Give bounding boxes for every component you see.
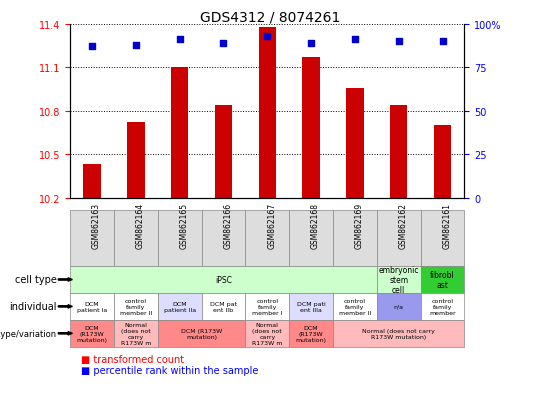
Text: embryonic
stem
cell: embryonic stem cell	[379, 265, 419, 294]
Bar	[434, 126, 451, 198]
Text: individual: individual	[9, 301, 57, 312]
Text: GDS4312 / 8074261: GDS4312 / 8074261	[200, 10, 340, 24]
Text: genotype/variation: genotype/variation	[0, 329, 57, 338]
Text: n/a: n/a	[394, 304, 404, 309]
Point	[350, 37, 359, 44]
Text: GSM862164: GSM862164	[136, 202, 145, 248]
Text: control
family
member II: control family member II	[339, 298, 371, 315]
Text: Normal
(does not
carry
R173W m: Normal (does not carry R173W m	[252, 322, 282, 345]
Point	[176, 37, 184, 44]
Text: control
family
member I: control family member I	[252, 298, 282, 315]
Text: ■ transformed count: ■ transformed count	[81, 354, 184, 364]
Bar	[302, 58, 320, 198]
Point	[307, 40, 315, 47]
Text: GSM862168: GSM862168	[311, 202, 320, 248]
Text: DCM
patient IIa: DCM patient IIa	[164, 301, 196, 312]
Bar	[259, 28, 276, 198]
Text: DCM (R173W
mutation): DCM (R173W mutation)	[181, 328, 222, 339]
Text: GSM862161: GSM862161	[442, 202, 451, 248]
Point	[132, 42, 140, 49]
Point	[438, 39, 447, 45]
Text: GSM862162: GSM862162	[399, 202, 408, 248]
Point	[263, 33, 272, 40]
Text: ■ percentile rank within the sample: ■ percentile rank within the sample	[81, 365, 258, 375]
Text: fibrobl
ast: fibrobl ast	[430, 270, 455, 290]
Point	[219, 40, 228, 47]
Bar	[83, 165, 101, 198]
Text: GSM862163: GSM862163	[92, 202, 101, 248]
Bar	[215, 106, 232, 198]
Text: GSM862169: GSM862169	[355, 202, 364, 248]
Text: GSM862167: GSM862167	[267, 202, 276, 248]
Bar	[390, 106, 408, 198]
Text: DCM pat
ent IIb: DCM pat ent IIb	[210, 301, 237, 312]
Text: DCM pati
ent IIIa: DCM pati ent IIIa	[296, 301, 326, 312]
Text: DCM
(R173W
mutation): DCM (R173W mutation)	[295, 325, 327, 342]
Text: control
family
member II: control family member II	[120, 298, 152, 315]
Bar	[171, 68, 188, 198]
Text: DCM
(R173W
mutation): DCM (R173W mutation)	[77, 325, 107, 342]
Text: Normal (does not carry
R173W mutation): Normal (does not carry R173W mutation)	[362, 328, 435, 339]
Text: control
family
member: control family member	[429, 298, 456, 315]
Text: DCM
patient Ia: DCM patient Ia	[77, 301, 107, 312]
Text: Normal
(does not
carry
R173W m: Normal (does not carry R173W m	[121, 322, 151, 345]
Point	[88, 44, 97, 51]
Bar	[346, 88, 363, 198]
Text: cell type: cell type	[15, 275, 57, 285]
Text: GSM862166: GSM862166	[224, 202, 233, 248]
Text: GSM862165: GSM862165	[180, 202, 188, 248]
Point	[394, 39, 403, 45]
Text: iPSC: iPSC	[215, 275, 232, 284]
Bar	[127, 123, 145, 198]
